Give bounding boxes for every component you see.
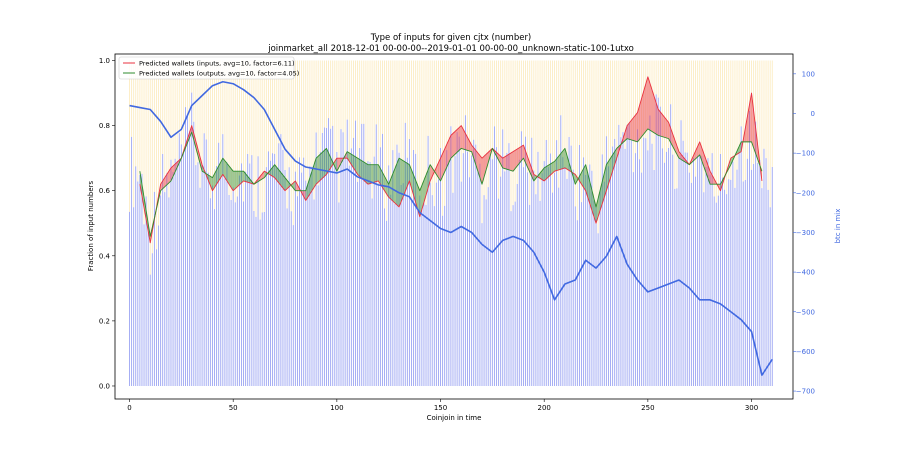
y-axis-title: Fraction of input numbers xyxy=(87,180,95,271)
fill-segment-inputs xyxy=(440,135,451,181)
fill-segment-inputs xyxy=(450,125,462,159)
x-tick-label: 0 xyxy=(127,404,131,412)
y-tick-label: 0.2 xyxy=(99,317,110,325)
y-tick-label: 0.4 xyxy=(99,252,111,260)
fill-segment-inputs xyxy=(627,112,638,142)
y2-tick-label: −600 xyxy=(796,348,815,356)
x-tick-label: 200 xyxy=(538,404,551,412)
x-tick-label: 300 xyxy=(745,404,758,412)
fill-segment-outputs xyxy=(596,164,607,224)
fill-segment-outputs xyxy=(409,164,420,217)
x-tick-label: 250 xyxy=(641,404,654,412)
fill-segment-inputs xyxy=(461,125,472,152)
fill-segment-outputs xyxy=(388,158,400,207)
legend-label-inputs: Predicted wallets (inputs, avg=10, facto… xyxy=(139,60,295,68)
fill-segment-outputs xyxy=(357,158,368,185)
series-line-inputs xyxy=(139,76,763,244)
y2-tick-label: −400 xyxy=(796,269,815,277)
chart-title: Type of inputs for given cjtx (number) xyxy=(370,33,532,43)
fill-segment-inputs xyxy=(658,109,669,139)
plot-frame xyxy=(114,53,794,400)
fill-segment-outputs xyxy=(222,158,234,191)
y-tick-label: 0.0 xyxy=(99,382,110,390)
y2-axis-title: btc in mix xyxy=(834,209,842,244)
fill-segment-outputs xyxy=(606,148,617,191)
fill-segment-outputs xyxy=(378,164,389,198)
fill-segment-outputs xyxy=(399,158,410,207)
x-tick-label: 100 xyxy=(330,404,343,412)
fill-segment-inputs xyxy=(160,167,171,191)
y2-tick-label: −100 xyxy=(796,150,815,158)
fill-segment-outputs xyxy=(274,164,286,191)
fill-segment-outputs xyxy=(585,164,597,224)
x-axis: 0 50 100 150 200 250 300 xyxy=(127,399,758,412)
y-tick-label: 0.6 xyxy=(99,187,111,195)
fill-segment-inputs xyxy=(471,145,482,185)
legend: Predicted wallets (inputs, avg=10, facto… xyxy=(118,56,299,80)
series-layer xyxy=(129,76,773,377)
fill-segment-outputs xyxy=(544,161,555,181)
y-axis: 0.0 0.2 0.4 0.6 0.8 1.0 xyxy=(99,57,115,390)
y2-axis: 100 0 −100 −200 −300 −400 −500 −600 −700 xyxy=(793,70,815,396)
fill-segment-outputs xyxy=(419,164,431,217)
x-tick-label: 150 xyxy=(434,404,447,412)
fill-segment-inputs xyxy=(513,145,524,172)
fill-segment-outputs xyxy=(212,158,223,191)
chart-subtitle: joinmarket_all 2018-12-01 00-00-00--2019… xyxy=(267,44,634,54)
y2-tick-label: 0 xyxy=(811,110,815,118)
bar-layer xyxy=(129,60,773,386)
y2-tick-label: −200 xyxy=(796,189,815,197)
chart-title-group: Type of inputs for given cjtx (number) j… xyxy=(267,33,634,54)
y2-tick-label: 100 xyxy=(802,70,815,78)
series-line-outputs xyxy=(139,128,763,237)
fill-segment-outputs xyxy=(233,171,244,191)
fill-segment-inputs xyxy=(668,122,679,159)
legend-label-outputs: Predicted wallets (outputs, avg=10, fact… xyxy=(139,70,299,78)
fill-segment-inputs xyxy=(523,145,534,181)
series-line-btc-in-mix xyxy=(129,80,773,377)
y2-tick-label: −700 xyxy=(796,388,815,396)
legend-box xyxy=(118,56,295,80)
y-tick-label: 0.8 xyxy=(99,122,110,130)
y2-tick-label: −500 xyxy=(796,308,815,316)
fill-segment-outputs xyxy=(347,151,358,175)
x-tick-label: 50 xyxy=(229,404,238,412)
y-tick-label: 1.0 xyxy=(99,57,110,65)
x-axis-title: Coinjoin in time xyxy=(427,414,482,422)
fill-segment-outputs xyxy=(316,148,327,185)
fill-segment-outputs xyxy=(575,164,586,191)
fill-segment-outputs xyxy=(554,148,565,172)
y2-tick-label: −300 xyxy=(796,229,815,237)
fill-segment-outputs xyxy=(367,164,379,185)
fill-segment-inputs xyxy=(647,76,659,136)
fill-segment-inputs xyxy=(637,76,648,142)
fill-segment-inputs xyxy=(699,141,711,185)
